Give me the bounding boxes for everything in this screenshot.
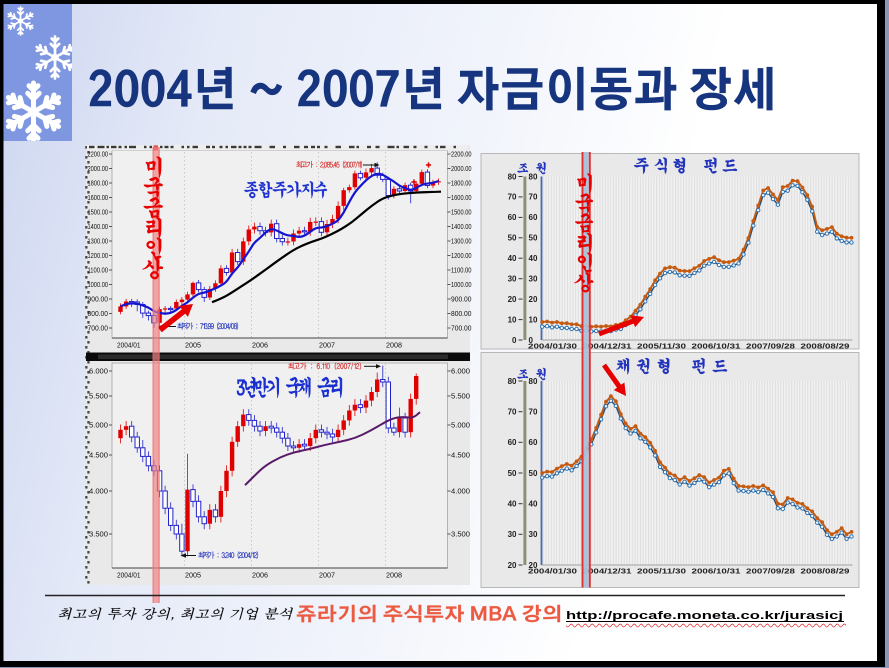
svg-text:2000.00: 2000.00 xyxy=(451,164,472,173)
svg-text:2008: 2008 xyxy=(386,343,402,350)
svg-text:http://procafe.moneta.co.kr/ju: http://procafe.moneta.co.kr/jurasicj xyxy=(566,610,843,622)
svg-text:0: 0 xyxy=(529,336,534,345)
svg-text:1800.00: 1800.00 xyxy=(88,179,109,188)
svg-text:20: 20 xyxy=(529,295,538,304)
svg-text:2008/08/29: 2008/08/29 xyxy=(801,567,850,576)
svg-text:50: 50 xyxy=(508,469,517,478)
svg-text:1300.00: 1300.00 xyxy=(88,237,109,246)
svg-text:2004/01: 2004/01 xyxy=(117,343,141,350)
svg-text:2004/01: 2004/01 xyxy=(117,573,141,580)
svg-text:2004/12/31: 2004/12/31 xyxy=(583,567,632,576)
svg-text:1400.00: 1400.00 xyxy=(88,222,109,231)
svg-text:1800.00: 1800.00 xyxy=(451,179,472,188)
svg-text:5.500: 5.500 xyxy=(451,392,470,401)
svg-text:3.500: 3.500 xyxy=(451,530,470,539)
svg-text:2005: 2005 xyxy=(185,343,201,350)
svg-text:2008/08/29: 2008/08/29 xyxy=(801,342,850,351)
svg-text:800.00: 800.00 xyxy=(451,309,472,318)
svg-text:1500.00: 1500.00 xyxy=(451,208,472,217)
svg-text:5.500: 5.500 xyxy=(89,392,108,401)
svg-text:2006: 2006 xyxy=(252,343,268,350)
svg-text:80: 80 xyxy=(508,377,517,386)
svg-text:1100.00: 1100.00 xyxy=(451,266,472,275)
svg-text:4.500: 4.500 xyxy=(451,451,470,460)
svg-text:2008: 2008 xyxy=(386,573,402,580)
svg-text:3.500: 3.500 xyxy=(89,530,108,539)
svg-text:2007/09/28: 2007/09/28 xyxy=(746,342,795,351)
svg-text:30: 30 xyxy=(529,530,538,539)
svg-text:10: 10 xyxy=(529,315,538,324)
svg-text:2200.00: 2200.00 xyxy=(451,150,472,159)
svg-text:2004/12/31: 2004/12/31 xyxy=(583,342,632,351)
svg-text:1000.00: 1000.00 xyxy=(451,280,472,289)
svg-text:2004/01/30: 2004/01/30 xyxy=(528,342,577,351)
svg-text:60: 60 xyxy=(529,213,538,222)
svg-text:2007: 2007 xyxy=(319,573,335,580)
svg-text:2007: 2007 xyxy=(319,343,335,350)
svg-text:70: 70 xyxy=(529,408,538,417)
svg-text:70: 70 xyxy=(508,408,517,417)
svg-text:4.000: 4.000 xyxy=(451,487,470,496)
svg-text:20: 20 xyxy=(529,561,538,570)
svg-text:5.000: 5.000 xyxy=(89,421,108,430)
svg-text:1300.00: 1300.00 xyxy=(451,237,472,246)
svg-text:2007/09/28: 2007/09/28 xyxy=(746,567,795,576)
svg-text:4.000: 4.000 xyxy=(89,487,108,496)
svg-text:1600.00: 1600.00 xyxy=(451,193,472,202)
svg-text:900.00: 900.00 xyxy=(451,295,472,304)
svg-text:900.00: 900.00 xyxy=(88,295,109,304)
svg-text:40: 40 xyxy=(529,254,538,263)
svg-text:800.00: 800.00 xyxy=(88,309,109,318)
svg-text:1500.00: 1500.00 xyxy=(88,208,109,217)
svg-text:2005/11/30: 2005/11/30 xyxy=(637,342,686,351)
svg-text:80: 80 xyxy=(508,172,517,181)
svg-text:2004/01/30: 2004/01/30 xyxy=(528,567,577,576)
svg-text:80: 80 xyxy=(529,377,538,386)
svg-text:30: 30 xyxy=(508,530,517,539)
svg-text:60: 60 xyxy=(508,213,517,222)
svg-text:50: 50 xyxy=(529,234,538,243)
svg-text:2006/10/31: 2006/10/31 xyxy=(692,342,741,351)
svg-text:2005: 2005 xyxy=(185,573,201,580)
svg-text:2006/10/31: 2006/10/31 xyxy=(692,567,741,576)
svg-text:1200.00: 1200.00 xyxy=(88,251,109,260)
svg-text:50: 50 xyxy=(508,234,517,243)
svg-text:6.000: 6.000 xyxy=(451,367,470,376)
svg-text:1600.00: 1600.00 xyxy=(88,193,109,202)
svg-text:0: 0 xyxy=(512,336,517,345)
svg-text:30: 30 xyxy=(529,275,538,284)
svg-text:70: 70 xyxy=(529,193,538,202)
svg-text:60: 60 xyxy=(529,438,538,447)
svg-text:1000.00: 1000.00 xyxy=(88,280,109,289)
svg-text:700.00: 700.00 xyxy=(451,324,472,333)
svg-text:80: 80 xyxy=(529,172,538,181)
svg-text:40: 40 xyxy=(529,500,538,509)
svg-text:1400.00: 1400.00 xyxy=(451,222,472,231)
svg-text:4.500: 4.500 xyxy=(89,451,108,460)
svg-text:20: 20 xyxy=(508,295,517,304)
svg-text:700.00: 700.00 xyxy=(88,324,109,333)
svg-text:60: 60 xyxy=(508,438,517,447)
svg-text:10: 10 xyxy=(508,315,517,324)
svg-text:1100.00: 1100.00 xyxy=(88,266,109,275)
svg-text:50: 50 xyxy=(529,469,538,478)
svg-text:2000.00: 2000.00 xyxy=(88,164,109,173)
svg-text:5.000: 5.000 xyxy=(451,421,470,430)
svg-text:30: 30 xyxy=(508,275,517,284)
svg-text:20: 20 xyxy=(508,561,517,570)
svg-text:2005/11/30: 2005/11/30 xyxy=(637,567,686,576)
svg-text:40: 40 xyxy=(508,500,517,509)
svg-text:70: 70 xyxy=(508,193,517,202)
svg-text:1200.00: 1200.00 xyxy=(451,251,472,260)
svg-text:2200.00: 2200.00 xyxy=(88,150,109,159)
svg-text:2006: 2006 xyxy=(252,573,268,580)
svg-text:6.000: 6.000 xyxy=(89,367,108,376)
svg-text:40: 40 xyxy=(508,254,517,263)
